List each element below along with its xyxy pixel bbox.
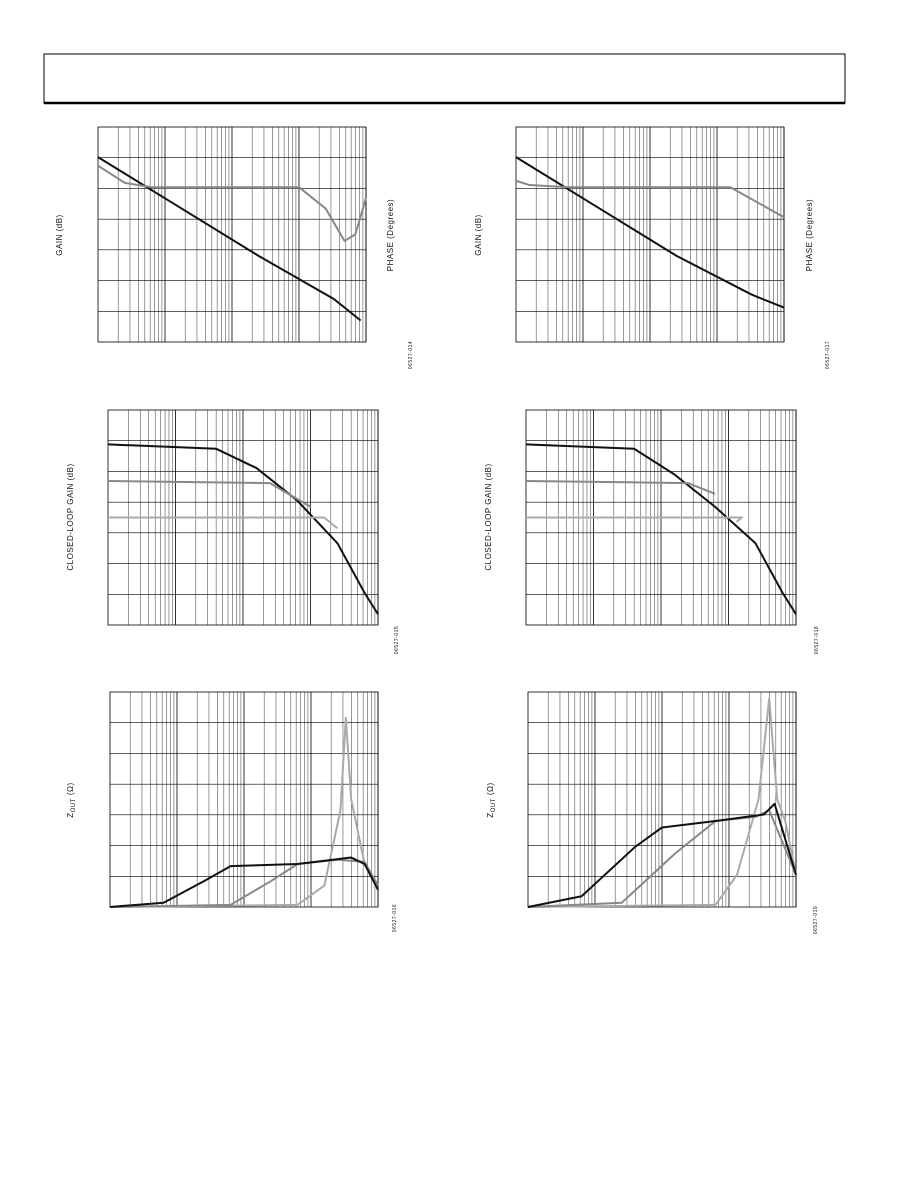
figure-id: 06527-015: [394, 626, 400, 654]
y2-axis-label: PHASE (Degrees): [805, 199, 814, 271]
curve: [109, 716, 379, 908]
curve: [527, 802, 797, 908]
figure-id: 06527-018: [814, 626, 820, 654]
y-axis-label: ZOUT (Ω): [66, 782, 77, 817]
y-axis-label: CLOSED-LOOP GAIN (dB): [66, 463, 75, 570]
figure-id: 06527-019: [813, 906, 819, 934]
curve: [525, 443, 797, 615]
y-axis-label: GAIN (dB): [55, 214, 64, 255]
curve: [108, 516, 339, 530]
curve: [525, 479, 716, 495]
curve: [515, 156, 785, 309]
label-part: Z: [66, 812, 75, 817]
curve: [515, 179, 785, 219]
y-axis-label: ZOUT (Ω): [486, 782, 497, 817]
header-box: [43, 53, 846, 104]
curve: [107, 443, 379, 615]
figure-id: 06527-016: [392, 904, 398, 932]
y2-axis-label: PHASE (Degrees): [386, 199, 395, 271]
label-part: Z: [486, 812, 495, 817]
curve: [107, 479, 312, 508]
figure-id: 06527-017: [825, 341, 831, 369]
curve: [97, 164, 367, 242]
curve: [109, 856, 379, 908]
y-axis-label: GAIN (dB): [474, 214, 483, 255]
figure-id: 06527-014: [408, 341, 414, 369]
label-part: (Ω): [66, 782, 75, 795]
label-part: (Ω): [486, 782, 495, 795]
curve: [526, 516, 743, 523]
curve: [527, 697, 797, 908]
label-subscript: OUT: [71, 798, 77, 812]
y-axis-label: CLOSED-LOOP GAIN (dB): [484, 463, 493, 570]
curve: [97, 156, 362, 322]
label-subscript: OUT: [491, 798, 497, 812]
